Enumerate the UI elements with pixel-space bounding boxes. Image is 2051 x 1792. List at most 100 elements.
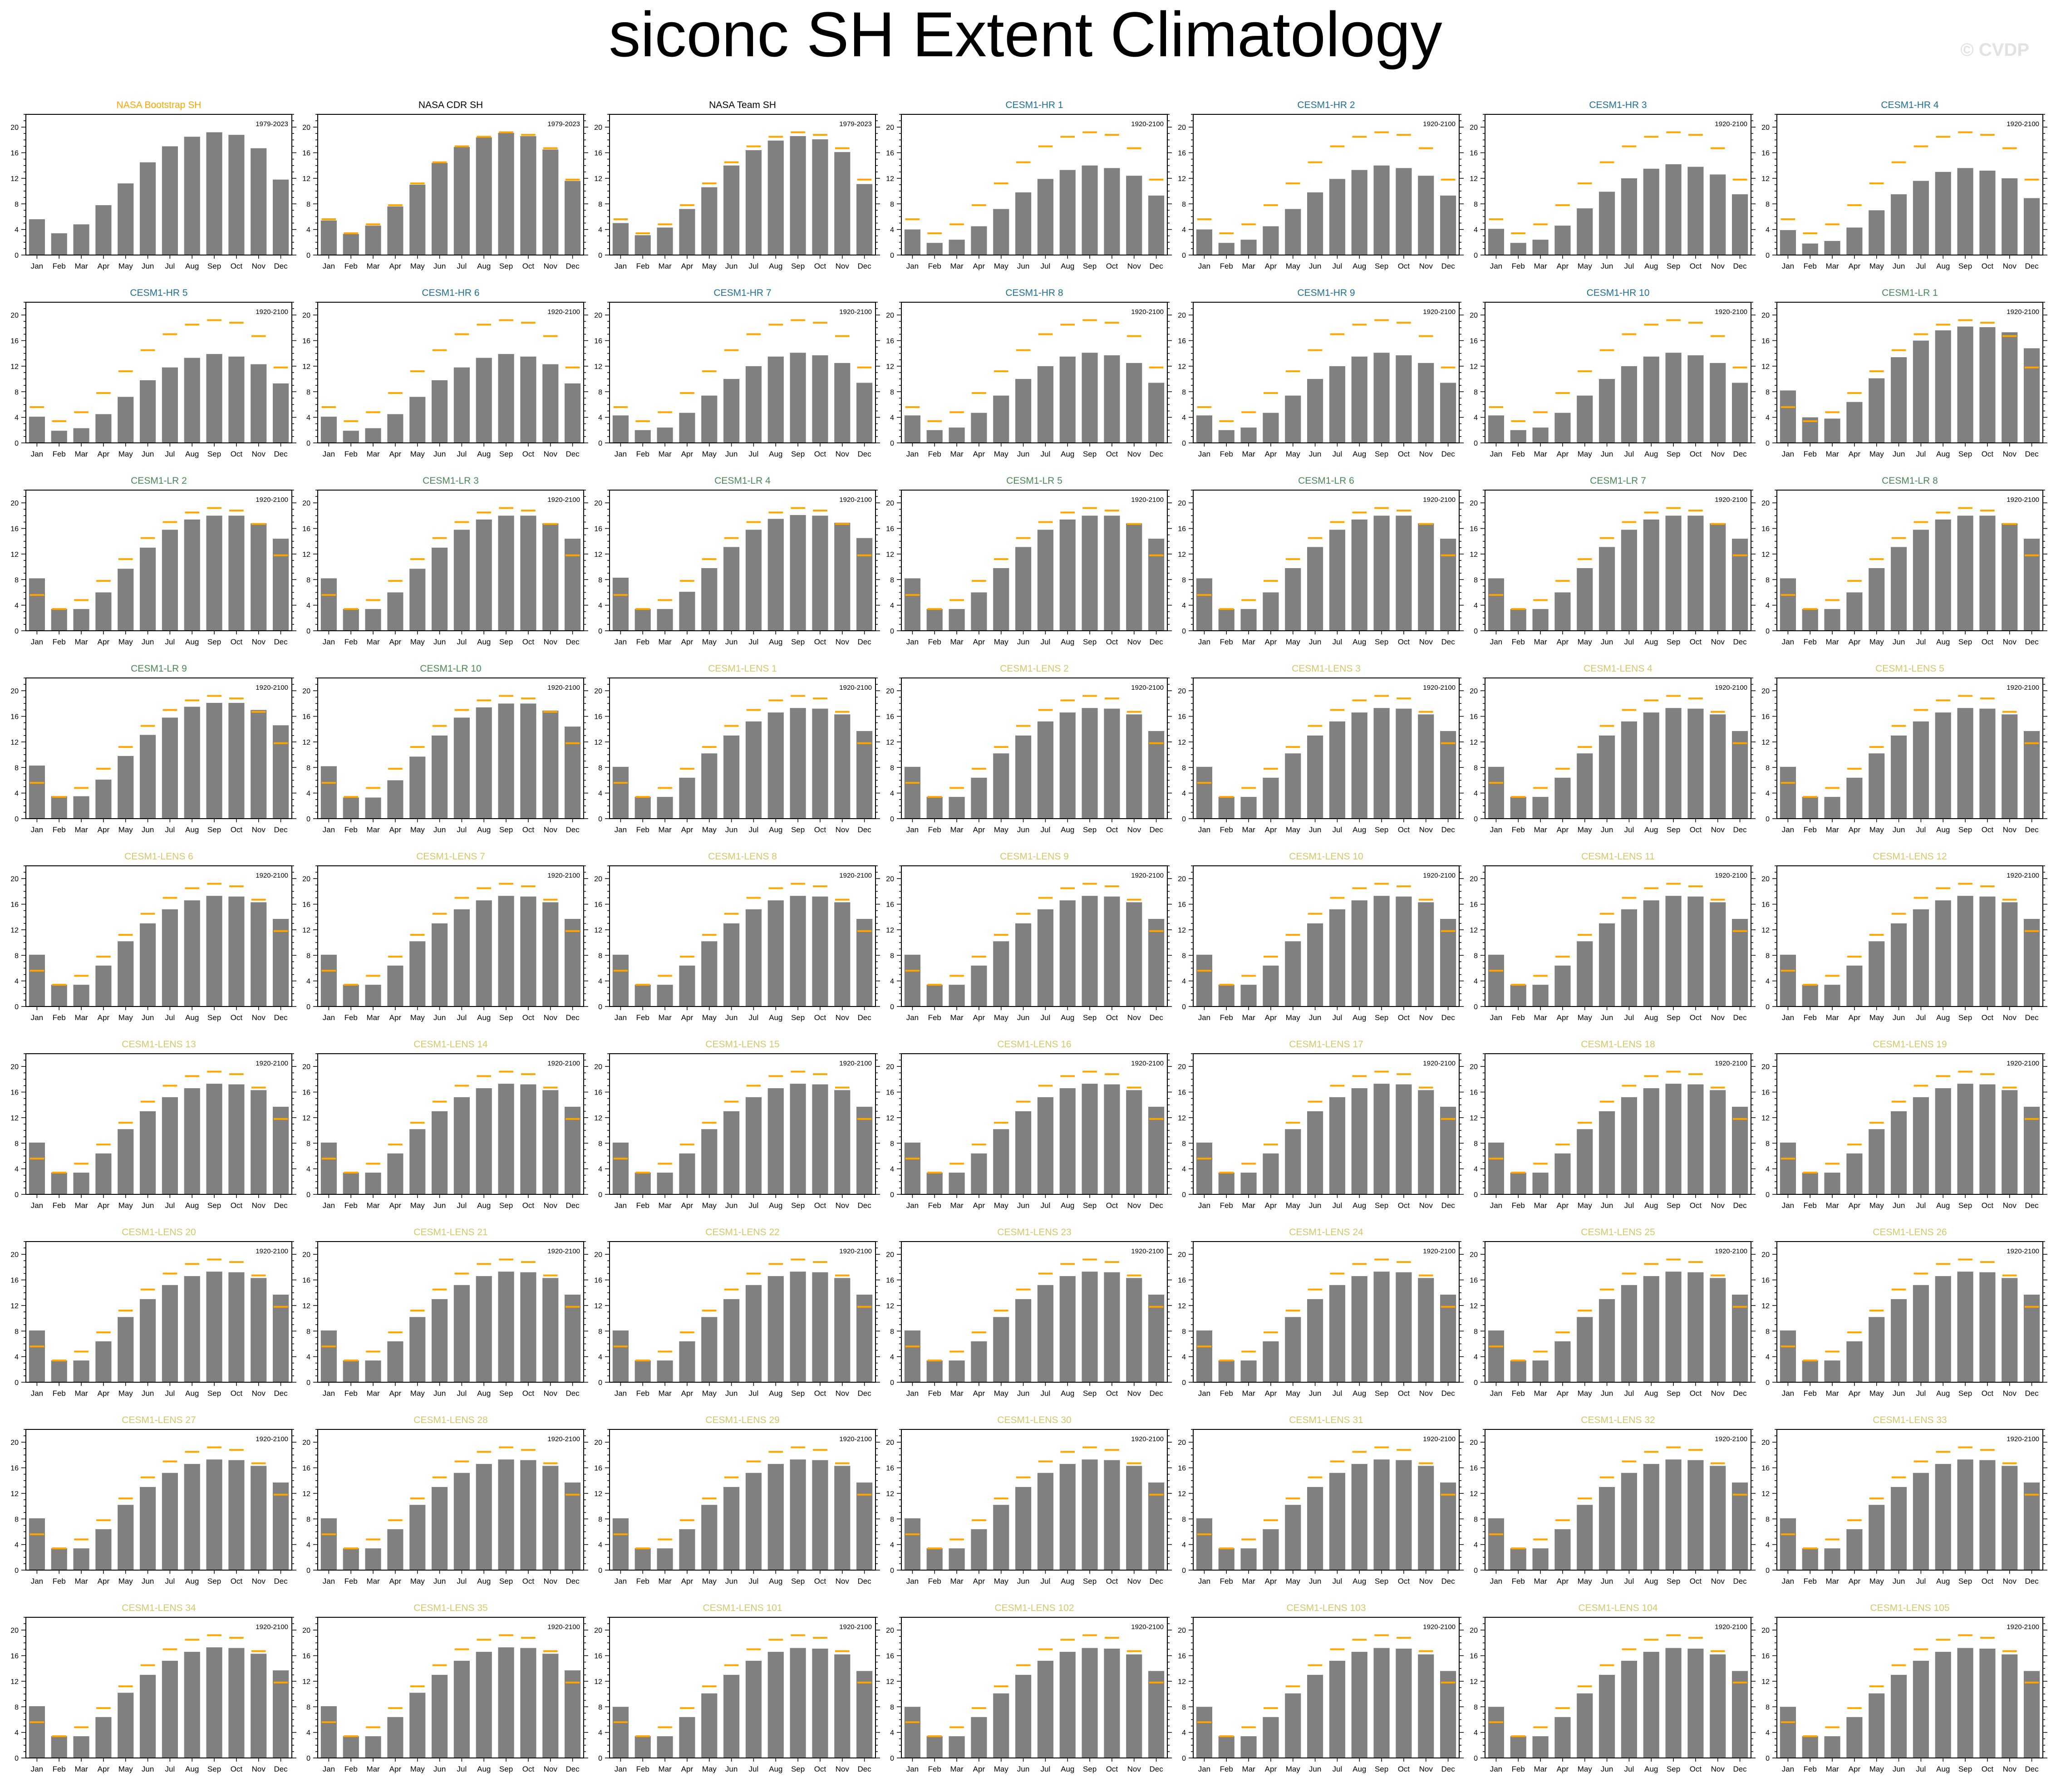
x-tick-label: Oct xyxy=(814,638,826,646)
x-tick-label: May xyxy=(1578,1201,1593,1210)
x-tick-label: Nov xyxy=(1419,638,1433,646)
x-tick-label: May xyxy=(1286,1577,1301,1586)
bar-nov xyxy=(251,148,267,255)
x-tick-label: Mar xyxy=(366,262,380,270)
bar-may xyxy=(1577,1317,1593,1382)
x-tick-label: Feb xyxy=(1804,825,1817,834)
x-tick-label: Aug xyxy=(1353,262,1366,270)
x-tick-label: Aug xyxy=(477,262,491,270)
period-label: 1920-2100 xyxy=(2007,1623,2039,1631)
bar-aug xyxy=(767,1276,784,1382)
bar-jun xyxy=(1891,357,1907,443)
bar-feb xyxy=(1218,1548,1235,1570)
y-tick-label: 4 xyxy=(1766,1354,1770,1361)
x-tick-label: Jul xyxy=(1041,1389,1051,1398)
bar-may xyxy=(993,1505,1009,1570)
y-tick-label: 20 xyxy=(1761,124,1770,132)
period-label: 1920-2100 xyxy=(1131,872,1164,879)
bar-sep xyxy=(1957,1459,1973,1570)
bar-jan xyxy=(29,1330,45,1382)
x-tick-label: Nov xyxy=(1127,1201,1141,1210)
x-tick-label: Nov xyxy=(836,1389,850,1398)
bar-mar xyxy=(949,1360,965,1382)
period-label: 1920-2100 xyxy=(2007,1247,2039,1255)
x-tick-label: Nov xyxy=(252,638,266,646)
period-label: 1920-2100 xyxy=(2007,1435,2039,1443)
x-tick-label: Jan xyxy=(1490,1577,1502,1586)
x-tick-label: May xyxy=(1578,1577,1593,1586)
bar-apr xyxy=(679,965,695,1006)
bar-feb xyxy=(51,233,67,255)
x-tick-label: Sep xyxy=(1375,1389,1388,1398)
x-tick-label: Apr xyxy=(1557,1389,1569,1398)
bar-may xyxy=(1577,1505,1593,1570)
x-tick-label: Mar xyxy=(1242,450,1255,458)
x-tick-label: Jun xyxy=(1309,1201,1321,1210)
bar-apr xyxy=(1263,965,1279,1006)
y-tick-label: 8 xyxy=(1182,952,1186,960)
bar-dec xyxy=(273,1106,289,1194)
x-tick-label: Jan xyxy=(1490,1201,1502,1210)
x-tick-label: Mar xyxy=(74,1013,88,1022)
bar-jul xyxy=(453,909,470,1006)
x-tick-label: Jan xyxy=(906,1201,919,1210)
bar-sep xyxy=(1957,168,1973,255)
x-tick-label: Apr xyxy=(1849,1577,1861,1586)
y-tick-label: 16 xyxy=(594,150,602,157)
x-tick-label: Jun xyxy=(433,1765,446,1773)
y-tick-label: 12 xyxy=(1470,1302,1478,1310)
bar-jun xyxy=(140,1299,156,1382)
y-tick-label: 0 xyxy=(1766,1191,1770,1199)
period-label: 1920-2100 xyxy=(839,308,872,316)
bar-jul xyxy=(1037,530,1053,631)
bar-sep xyxy=(206,1647,222,1758)
x-tick-label: Feb xyxy=(1220,1765,1233,1773)
period-label: 1920-2100 xyxy=(1715,1247,1747,1255)
bar-jul xyxy=(162,1097,178,1194)
bar-apr xyxy=(1554,592,1571,631)
bar-aug xyxy=(1059,1276,1076,1382)
y-tick-label: 12 xyxy=(1470,927,1478,934)
bar-sep xyxy=(1373,165,1390,255)
y-tick-label: 12 xyxy=(1178,1114,1186,1122)
x-tick-label: May xyxy=(118,1389,133,1398)
x-tick-label: Nov xyxy=(2003,1577,2017,1586)
x-tick-label: Feb xyxy=(344,638,358,646)
bar-nov xyxy=(1418,363,1434,443)
x-tick-label: Jun xyxy=(1309,450,1321,458)
y-tick-label: 12 xyxy=(886,1302,894,1310)
bar-apr xyxy=(679,412,695,443)
plot-frame xyxy=(317,1053,584,1195)
bar-sep xyxy=(790,515,806,631)
bar-jan xyxy=(1488,1330,1504,1382)
bar-oct xyxy=(1979,1460,1996,1570)
bar-feb xyxy=(926,985,943,1006)
bar-jul xyxy=(1329,1097,1345,1194)
plot-frame xyxy=(901,865,1168,1007)
bar-oct xyxy=(1979,327,1996,443)
y-tick-label: 20 xyxy=(302,1063,310,1071)
y-tick-label: 8 xyxy=(598,388,602,396)
x-tick-label: Nov xyxy=(2003,638,2017,646)
bar-feb xyxy=(634,985,651,1006)
x-tick-label: May xyxy=(1286,1201,1301,1210)
y-tick-label: 8 xyxy=(1766,952,1770,960)
y-tick-label: 16 xyxy=(1470,1089,1478,1097)
bar-jun xyxy=(432,547,448,631)
x-tick-label: Apr xyxy=(389,262,402,270)
x-tick-label: Jan xyxy=(1490,1765,1502,1773)
x-tick-label: Jul xyxy=(1624,450,1634,458)
bar-mar xyxy=(949,985,965,1006)
x-tick-label: Jul xyxy=(1041,262,1051,270)
x-tick-label: Apr xyxy=(98,450,110,458)
bar-dec xyxy=(565,1482,581,1570)
x-tick-label: Nov xyxy=(1711,825,1725,834)
y-tick-label: 0 xyxy=(598,1191,602,1199)
x-tick-label: Jun xyxy=(725,825,738,834)
bar-aug xyxy=(476,519,492,631)
